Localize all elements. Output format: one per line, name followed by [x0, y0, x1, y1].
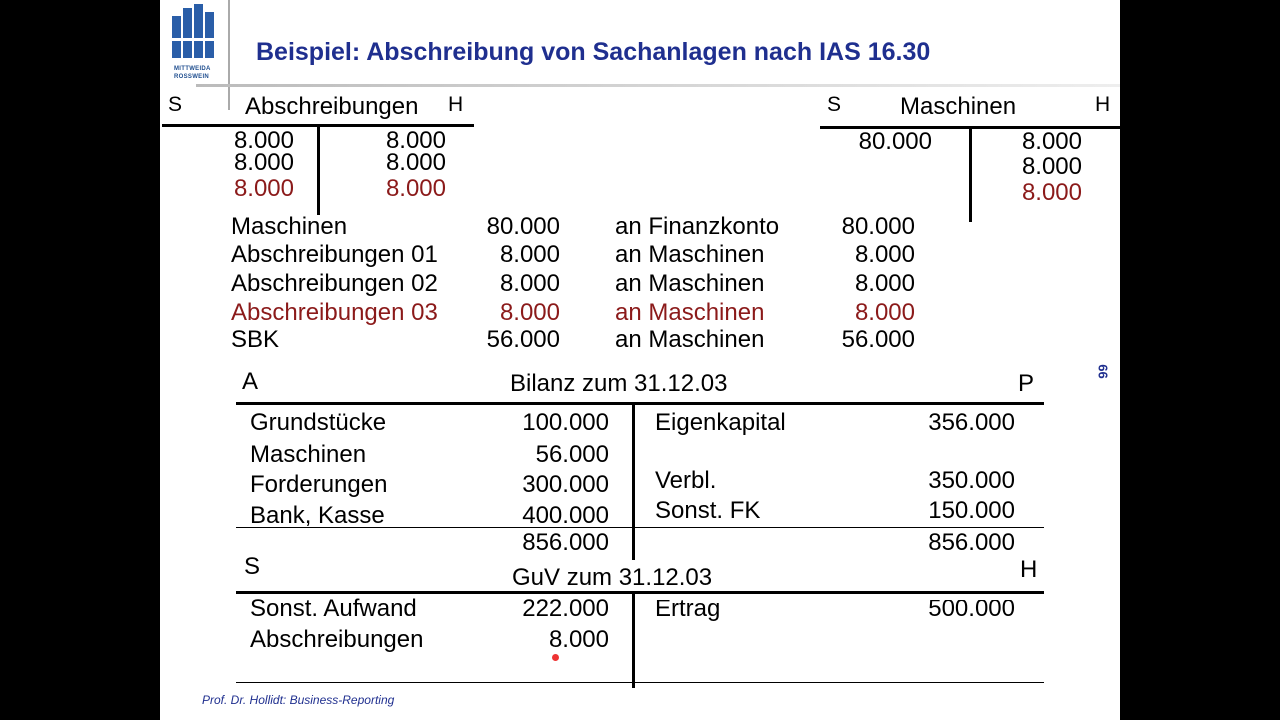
credit-label: H [1095, 93, 1111, 116]
amount: 8.000 [854, 299, 915, 326]
amount: 8.000 [854, 270, 915, 297]
credit-account: an Finanzkonto [615, 213, 780, 240]
item: Verbl. [655, 467, 717, 494]
item: Maschinen [250, 441, 367, 468]
amount: 8.000 [499, 241, 560, 268]
amount: 56.000 [841, 326, 915, 353]
pointer [552, 654, 559, 661]
amount: 8.000 [854, 241, 915, 268]
amount: 8.000 [233, 175, 294, 202]
t-line [236, 591, 1044, 594]
credit-label: P [1018, 370, 1035, 397]
t-line [969, 126, 972, 222]
credit-account: an Maschinen [615, 241, 765, 268]
credit-label: H [448, 93, 464, 116]
account-title: Maschinen [900, 93, 1017, 120]
debit-label: A [242, 368, 259, 395]
credit-account: an Maschinen [615, 326, 765, 353]
total: 856.000 [522, 529, 609, 556]
item: Forderungen [250, 471, 388, 498]
balance-title: Bilanz zum 31.12.03 [510, 370, 728, 397]
amount: 8.000 [1021, 179, 1082, 206]
amount: 356.000 [928, 409, 1015, 436]
t-line [632, 593, 635, 688]
item: Grundstücke [250, 409, 387, 436]
amount: 150.000 [928, 497, 1015, 524]
credit-account: an Maschinen [615, 270, 765, 297]
amount: 8.000 [499, 270, 560, 297]
amount: 500.000 [928, 600, 1015, 622]
amount: 8.000 [385, 127, 446, 154]
debit-account: SBK [231, 326, 280, 353]
debit-account: Maschinen [231, 213, 348, 240]
amount: 300.000 [522, 471, 609, 498]
amount: 222.000 [522, 595, 609, 622]
amount: 80.000 [858, 128, 932, 155]
logo-text: MITTWEIDA [174, 66, 211, 72]
amount: 100.000 [522, 409, 609, 436]
slide: MITTWEIDA ROSSWEIN Beispiel: Abschreibun… [160, 0, 1120, 720]
amount: 8.000 [233, 149, 294, 176]
logo [170, 4, 216, 58]
amount: 56.000 [486, 326, 560, 353]
item: Ertrag [655, 600, 721, 622]
t-line [317, 124, 320, 215]
credit-account: an Maschinen [615, 299, 765, 326]
debit-account: Abschreibungen 03 [231, 299, 438, 326]
total: 856.000 [928, 529, 1015, 556]
amount: 8.000 [1021, 128, 1082, 155]
debit-label: S [244, 553, 261, 580]
credit-label: H [1020, 556, 1038, 583]
item: Bank, Kasse [250, 502, 385, 529]
guv-income: Ertrag 500.000 [640, 600, 1040, 622]
debit-account: Abschreibungen 01 [231, 241, 438, 268]
amount: 8.000 [385, 149, 446, 176]
guv-title: GuV zum 31.12.03 [512, 564, 713, 591]
item: Abschreibungen [250, 626, 424, 653]
sum-line [236, 682, 1044, 683]
divider [196, 84, 1120, 87]
debit-account: Abschreibungen 02 [231, 270, 438, 297]
amount: 350.000 [928, 467, 1015, 494]
amount: 56.000 [535, 441, 609, 468]
item: Sonst. Aufwand [250, 595, 417, 622]
amount: 8.000 [233, 127, 294, 154]
logo-text: ROSSWEIN [174, 74, 210, 80]
amount: 80.000 [486, 213, 560, 240]
sum-line [236, 527, 1044, 528]
debit-label: S [827, 93, 842, 116]
slide-title: Beispiel: Abschreibung von Sachanlagen n… [256, 38, 931, 66]
amount: 80.000 [841, 213, 915, 240]
t-line [236, 402, 1044, 405]
item: Eigenkapital [655, 409, 786, 436]
page-number: 66 [1095, 364, 1111, 379]
account-title: Abschreibungen [245, 93, 419, 120]
amount: 8.000 [499, 299, 560, 326]
debit-label: S [168, 93, 183, 116]
amount: 400.000 [522, 502, 609, 529]
item: Sonst. FK [655, 497, 761, 524]
divider [228, 0, 230, 110]
footer: Prof. Dr. Hollidt: Business-Reporting [202, 693, 395, 707]
t-line [632, 404, 635, 560]
amount: 8.000 [385, 175, 446, 202]
amount: 8.000 [548, 626, 609, 653]
amount: 8.000 [1021, 153, 1082, 180]
